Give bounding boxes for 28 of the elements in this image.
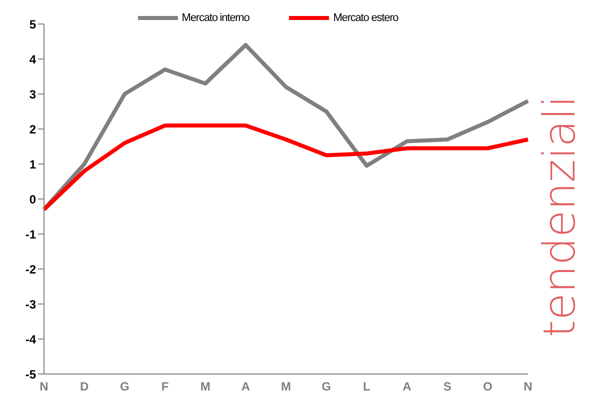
x-tick-label: L (362, 380, 370, 394)
x-tick-label: M (200, 380, 210, 394)
y-tick-label: -5 (25, 367, 36, 382)
y-tick-label: -2 (25, 262, 36, 276)
text: tendenziali (534, 95, 586, 337)
x-tick-label: N (40, 380, 48, 394)
y-tick-label: 4 (29, 52, 36, 66)
x-tick-label: A (402, 380, 412, 394)
x-tick-label: G (120, 380, 130, 394)
legend-label: Mercato interno (182, 12, 250, 24)
y-tick-label: -4 (25, 332, 36, 346)
x-tick-label: G (322, 380, 332, 394)
y-tick-label: -1 (25, 227, 36, 242)
line-series (42, 124, 530, 212)
x-tick-label: O (482, 380, 492, 394)
y-tick-label: 2 (29, 122, 36, 136)
y-tick-label: 0 (29, 192, 36, 206)
y-tick-label: 1 (29, 157, 36, 172)
x-tick-label: S (443, 380, 452, 394)
y-tick-label: -3 (25, 297, 36, 312)
x-tick-label: F (161, 380, 169, 394)
y-tick-label: 5 (29, 17, 36, 32)
x-tick-label: A (241, 380, 250, 394)
y-tick-label: 3 (29, 87, 36, 102)
x-tick-label: M (281, 380, 291, 394)
x-tick-label: N (524, 380, 532, 394)
x-tick-label: D (80, 380, 89, 394)
legend-label: Mercato estero (333, 12, 398, 24)
